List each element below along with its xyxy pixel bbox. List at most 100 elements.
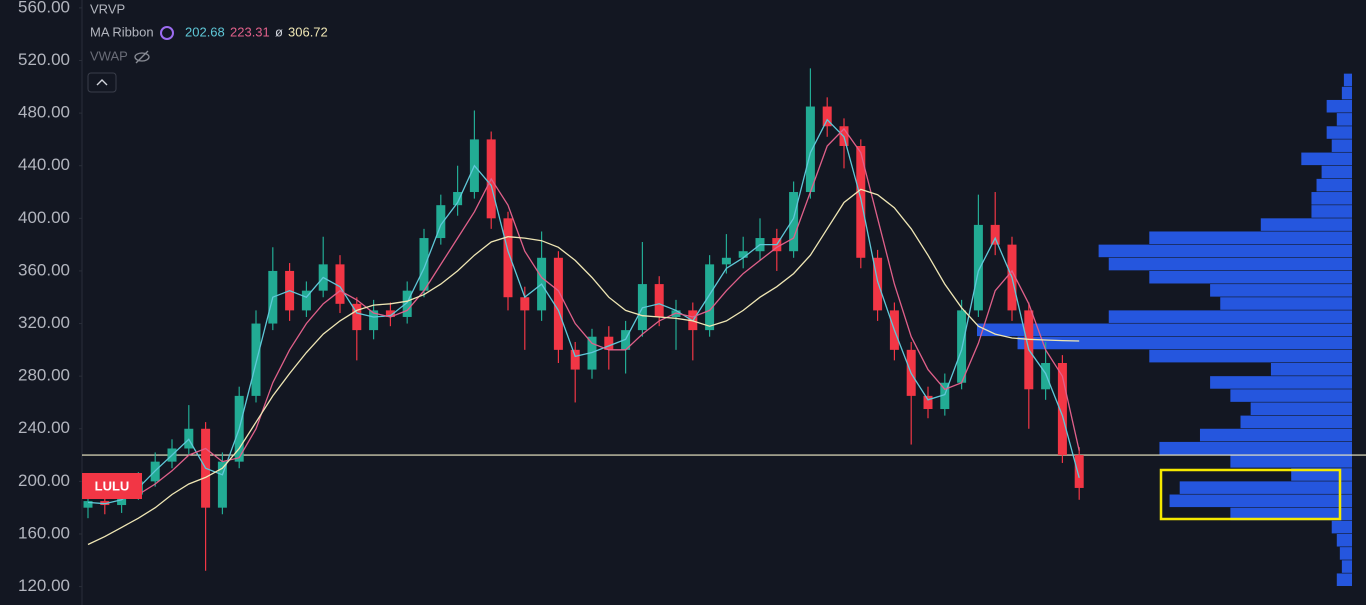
- y-tick-label: 120.00: [18, 576, 70, 595]
- volume-profile-bar: [1108, 257, 1352, 271]
- candle-body: [805, 106, 815, 193]
- y-tick-label: 400.00: [18, 208, 70, 227]
- ma-value: 306.72: [288, 24, 328, 39]
- volume-profile-bar: [1220, 297, 1352, 310]
- y-tick-label: 200.00: [18, 471, 70, 490]
- volume-profile-bar: [1169, 494, 1352, 508]
- candle-body: [503, 218, 513, 298]
- settings-icon[interactable]: [160, 26, 174, 40]
- volume-profile-bar: [1336, 533, 1352, 547]
- volume-profile-bar: [1230, 507, 1352, 521]
- candle-body: [402, 290, 412, 317]
- candle-body: [637, 284, 647, 331]
- candle-body: [822, 106, 832, 127]
- y-tick-label: 480.00: [18, 103, 70, 122]
- y-tick-label: 440.00: [18, 155, 70, 174]
- candle-body: [856, 145, 866, 258]
- candle-body: [1074, 455, 1084, 488]
- candle-body: [1057, 363, 1067, 456]
- volume-profile-bar: [1210, 284, 1352, 297]
- candle-body: [873, 257, 883, 311]
- volume-profile-bar: [1260, 218, 1352, 231]
- volume-profile-bar: [1291, 468, 1352, 481]
- y-tick-label: 320.00: [18, 313, 70, 332]
- candle-body: [973, 224, 983, 311]
- volume-profile-bar: [1250, 402, 1352, 416]
- volume-profile-bar: [1159, 441, 1352, 455]
- volume-profile-bar: [1230, 389, 1352, 402]
- candle-body: [738, 251, 748, 258]
- volume-profile-bar: [1311, 192, 1352, 205]
- candle-body: [957, 310, 967, 383]
- volume-profile-bar: [1179, 481, 1352, 494]
- volume-profile-bar: [1331, 520, 1352, 534]
- candle-body: [570, 349, 580, 370]
- candle-body: [419, 238, 429, 291]
- y-tick-label: 360.00: [18, 260, 70, 279]
- candle-body: [436, 205, 446, 239]
- y-tick-label: 520.00: [18, 50, 70, 69]
- indicator-label: VWAP: [90, 48, 128, 63]
- candle-body: [553, 257, 563, 350]
- volume-profile-bar: [1098, 244, 1352, 258]
- volume-profile-bar: [1230, 455, 1352, 468]
- candle-body: [721, 257, 731, 265]
- volume-profile-bar: [1210, 376, 1352, 389]
- volume-profile-bar: [977, 323, 1352, 337]
- volume-profile-bar: [1321, 165, 1352, 179]
- ma-line: [87, 118, 1080, 505]
- ma-line: [87, 188, 1080, 546]
- volume-profile-bar: [1311, 205, 1352, 218]
- volume-profile-bar: [1336, 573, 1352, 586]
- collapse-button[interactable]: [87, 72, 117, 93]
- volume-profile-bar: [1341, 560, 1352, 573]
- volume-profile-bar: [1341, 86, 1352, 100]
- indicator-label: VRVP: [90, 1, 125, 16]
- eye-off-icon[interactable]: [134, 50, 150, 64]
- volume-profile-bar: [1149, 349, 1352, 363]
- ma-value: 223.31: [230, 24, 270, 39]
- candle-body: [990, 224, 1000, 245]
- ma-value: 202.68: [185, 24, 225, 39]
- candle-body: [923, 395, 933, 410]
- volume-profile-bar: [1240, 415, 1352, 429]
- candle-body: [369, 310, 379, 331]
- candle-body: [654, 284, 664, 317]
- symbol-label: LULU: [95, 478, 130, 493]
- volume-profile-bar: [1326, 99, 1352, 113]
- volume-profile-bar: [1331, 139, 1352, 152]
- volume-profile-bar: [1270, 363, 1352, 376]
- candle-body: [83, 501, 93, 508]
- collapse-icon: [96, 79, 108, 86]
- y-tick-label: 560.00: [18, 0, 70, 16]
- y-tick-label: 240.00: [18, 418, 70, 437]
- y-tick-label: 160.00: [18, 523, 70, 542]
- volume-profile-bar: [1343, 73, 1352, 87]
- volume-profile-bar: [1301, 152, 1352, 166]
- volume-profile-bar: [1199, 428, 1352, 442]
- ribbon-mark: ø: [275, 24, 283, 39]
- volume-profile-bar: [1336, 113, 1352, 126]
- candle-body: [453, 192, 463, 206]
- volume-profile-bar: [1326, 126, 1352, 139]
- volume-profile-bar: [1339, 547, 1352, 560]
- candle-body: [1041, 363, 1051, 390]
- candle-body: [789, 192, 799, 252]
- volume-profile-bar: [1017, 336, 1352, 350]
- volume-profile-bar: [1149, 270, 1352, 284]
- candle-body: [217, 461, 227, 508]
- candle-body: [604, 336, 614, 350]
- legend: VRVP MA Ribbon 202.68 223.31 ø 306.72 VW…: [87, 1, 328, 93]
- candle-body: [301, 290, 311, 311]
- candle-body: [940, 382, 950, 410]
- candle-body: [251, 323, 261, 396]
- y-tick-label: 280.00: [18, 366, 70, 385]
- candle-body: [352, 303, 362, 331]
- volume-profile-bar: [1316, 178, 1352, 192]
- highlight-box: [1159, 468, 1342, 521]
- indicator-label: MA Ribbon: [90, 24, 154, 39]
- ma-line: [87, 127, 1080, 500]
